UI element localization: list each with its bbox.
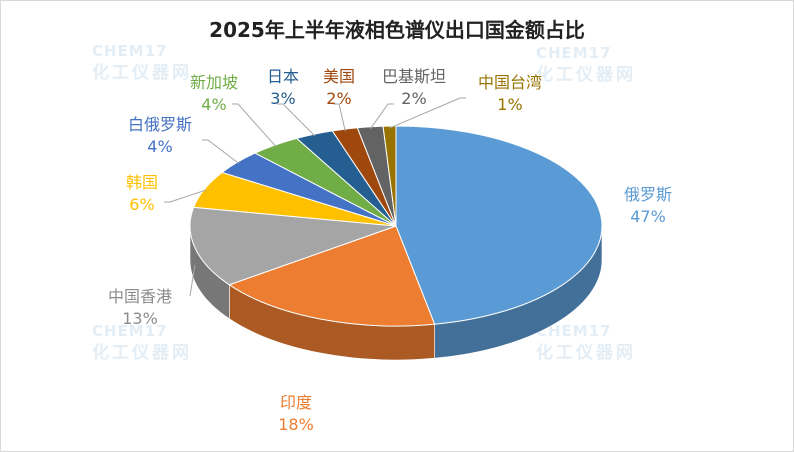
slice-印度 xyxy=(228,225,436,327)
slice-label-美国: 美国 xyxy=(323,67,355,86)
leader-line-新加坡 xyxy=(232,103,277,148)
slice-label-中国香港: 中国香港 xyxy=(108,287,172,306)
slice-label-俄罗斯: 俄罗斯 xyxy=(624,185,672,204)
watermark: CHEM17 化工仪器网 xyxy=(92,42,192,83)
slice-value-美国: 2% xyxy=(326,89,351,108)
slice-value-中国台湾: 1% xyxy=(497,95,522,114)
slice-labels: 俄罗斯 47% 印度 18% 中国香港 13% 韩国 6% 白俄罗斯 4% 新加坡 4% 日本 3% 美国 2… xyxy=(108,67,672,434)
slice-value-白俄罗斯: 4% xyxy=(147,137,172,156)
chart-title: 2025年上半年液相色谱仪出口国金额占比 xyxy=(209,18,585,42)
slice-value-巴基斯坦: 2% xyxy=(401,89,426,108)
slice-中国台湾 xyxy=(382,125,397,227)
watermark-brand-text: 化工仪器网 xyxy=(92,63,192,83)
watermark: CHEM17 化工仪器网 xyxy=(92,322,192,363)
slice-label-日本: 日本 xyxy=(267,67,299,86)
pie-top-faces xyxy=(189,125,603,327)
slice-label-巴基斯坦: 巴基斯坦 xyxy=(382,67,446,86)
slice-value-中国香港: 13% xyxy=(122,309,158,328)
slice-value-日本: 3% xyxy=(270,89,295,108)
watermark-brand-text: 化工仪器网 xyxy=(92,343,192,363)
watermark: CHEM17 化工仪器网 xyxy=(536,322,636,363)
slice-value-印度: 18% xyxy=(278,415,314,434)
slice-中国香港 xyxy=(189,206,397,286)
slice-label-韩国: 韩国 xyxy=(126,173,158,192)
leader-lines xyxy=(164,97,466,297)
leader-line-巴基斯坦 xyxy=(370,103,394,130)
leader-line-美国 xyxy=(333,103,346,132)
watermark-logo-text: CHEM17 xyxy=(536,44,612,62)
slice-label-白俄罗斯: 白俄罗斯 xyxy=(128,115,192,134)
slice-label-印度: 印度 xyxy=(280,393,312,412)
slice-value-新加坡: 4% xyxy=(201,95,226,114)
watermark-logo-text: CHEM17 xyxy=(536,322,612,340)
watermark-brand-text: 化工仪器网 xyxy=(536,343,636,363)
leader-line-白俄罗斯 xyxy=(202,139,240,164)
slice-label-中国台湾: 中国台湾 xyxy=(478,73,542,92)
leader-line-韩国 xyxy=(164,189,207,203)
watermark-logo-text: CHEM17 xyxy=(92,322,168,340)
slice-俄罗斯 xyxy=(395,125,603,325)
slice-value-韩国: 6% xyxy=(129,195,154,214)
leader-line-日本 xyxy=(277,103,316,137)
leader-line-中国香港 xyxy=(189,264,196,297)
leader-line-中国台湾 xyxy=(389,97,466,129)
slice-label-新加坡: 新加坡 xyxy=(190,73,238,92)
watermark-logo-text: CHEM17 xyxy=(92,42,168,60)
slice-value-俄罗斯: 47% xyxy=(630,207,666,226)
watermark: CHEM17 化工仪器网 xyxy=(536,44,636,85)
watermark-brand-text: 化工仪器网 xyxy=(536,65,636,85)
